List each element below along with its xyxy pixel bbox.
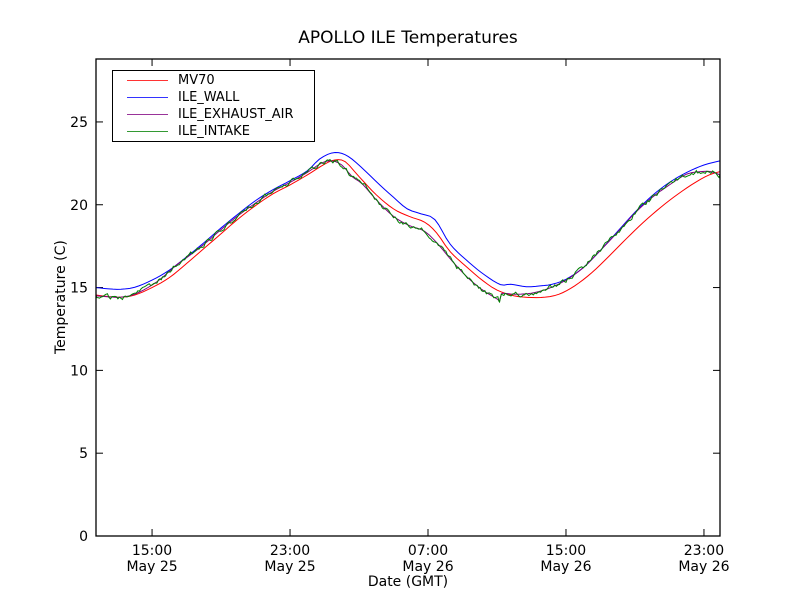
x-tick-label-time: 23:00 [270, 543, 310, 559]
x-tick-label-time: 15:00 [132, 543, 172, 559]
legend-entry: ILE_INTAKE [113, 123, 314, 140]
legend-line-sample [127, 97, 168, 98]
x-tick-label-date: May 25 [126, 559, 177, 575]
legend-entry: MV70 [113, 72, 314, 89]
series-line-ILE_INTAKE [96, 159, 720, 304]
y-tick-label: 20 [70, 198, 88, 214]
legend-box: MV70 ILE_WALL ILE_EXHAUST_AIR ILE_INTAKE [112, 70, 315, 142]
legend-label: ILE_EXHAUST_AIR [178, 107, 294, 122]
x-tick-label-time: 23:00 [684, 543, 724, 559]
y-axis-label: Temperature (C) [53, 240, 69, 355]
legend-line-sample [127, 80, 168, 81]
y-tick-label: 0 [79, 529, 88, 545]
legend-entry: ILE_EXHAUST_AIR [113, 106, 314, 123]
chart-title: APOLLO ILE Temperatures [298, 28, 518, 48]
axes-frame [95, 58, 721, 537]
legend-label: ILE_INTAKE [178, 124, 250, 139]
x-tick-label-date: May 26 [540, 559, 591, 575]
y-tick-label: 15 [70, 281, 88, 297]
y-tick-label: 5 [79, 446, 88, 462]
x-tick-label-date: May 25 [264, 559, 315, 575]
series-line-MV70 [96, 159, 720, 299]
y-tick-label: 10 [70, 363, 88, 379]
y-tick-label: 25 [70, 115, 88, 131]
x-axis-label: Date (GMT) [367, 574, 449, 590]
legend-line-sample [127, 114, 168, 115]
legend-line-sample [127, 131, 168, 132]
x-tick-label-time: 15:00 [546, 543, 586, 559]
x-tick-label-date: May 26 [678, 559, 729, 575]
legend-label: MV70 [178, 73, 215, 88]
x-tick-label-time: 07:00 [408, 543, 448, 559]
series-line-ILE_EXHAUST_AIR [96, 160, 720, 302]
legend-label: ILE_WALL [178, 90, 240, 105]
legend-entry: ILE_WALL [113, 89, 314, 106]
series-line-ILE_WALL [96, 151, 720, 290]
x-tick-label-date: May 26 [402, 559, 453, 575]
